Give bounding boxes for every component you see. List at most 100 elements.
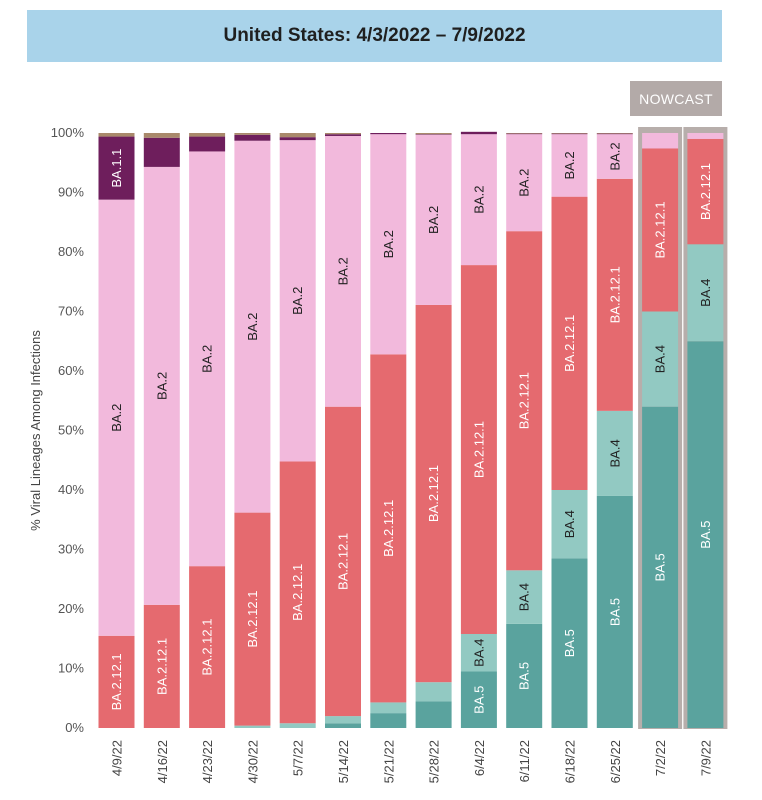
y-tick-label: 80% [58,244,84,259]
bar-segment-ba-2-12-1-5-14-22 [325,406,361,717]
bar-segment-ba-2-12-1-5-7-22 [279,461,316,724]
bar-segment-ba-1-1-4-16-22 [143,137,180,167]
bar-label-ba-5-6-4-22: BA.5 [471,686,486,714]
x-tick-label: 6/25/22 [608,740,623,783]
bar-segment-ba-2-12-1-4-16-22 [143,604,180,728]
bar-segment-ba-4-5-28-22 [415,682,452,702]
nowcast-badge: NOWCAST [630,81,722,116]
bar-label-ba-2-12-1-7-9-22: BA.2.12.1 [698,163,713,220]
y-tick-label: 30% [58,542,84,557]
x-tick-label: 7/9/22 [698,740,713,776]
bar-segment-ba-4-6-11-22 [506,570,543,624]
bar-label-ba-5-6-11-22: BA.5 [517,662,532,690]
bar-segment-ba-5-5-21-22 [370,713,407,728]
bar-segment-ba-2-12-1-4-23-22 [189,566,226,728]
bar-segment-other-6-11-22 [506,133,543,134]
bar-label-ba-2-6-11-22: BA.2 [517,169,532,197]
bar-label-ba-4-6-4-22: BA.4 [471,639,486,667]
bar-segment-ba-2-12-1-5-28-22 [415,304,452,683]
y-tick-label: 40% [58,482,84,497]
bar-label-ba-2-5-14-22: BA.2 [336,257,351,285]
bar-segment-ba-2-12-1-7-9-22 [687,138,724,245]
bar-label-ba-5-7-2-22: BA.5 [653,553,668,581]
bar-label-ba-4-7-2-22: BA.4 [653,345,668,373]
bar-segment-ba-1-1-5-21-22 [370,133,407,135]
y-tick-label: 60% [58,363,84,378]
bar-segment-ba-2-5-28-22 [415,134,452,305]
bar-segment-ba-2-4-16-22 [143,166,180,605]
bar-segment-ba-1-1-4-30-22 [234,134,271,141]
bar-segment-ba-1-1-6-4-22 [460,131,497,135]
bar-segment-ba-4-5-14-22 [325,716,361,724]
bar-segment-ba-4-5-7-22 [279,723,316,728]
bar-segment-ba-1-1-5-7-22 [279,137,316,141]
bar-label-ba-4-6-18-22: BA.4 [562,510,577,538]
bar-segment-ba-2-12-1-4-9-22 [98,635,135,728]
bar-segment-other-6-18-22 [551,133,588,134]
y-tick-label: 100% [51,125,85,140]
x-tick-label: 4/9/22 [110,740,125,776]
bar-segment-ba-2-5-14-22 [325,135,361,407]
bar-segment-ba-5-5-28-22 [415,701,452,728]
bar-segment-ba-5-6-25-22 [596,495,633,728]
bar-segment-ba-2-5-21-22 [370,134,407,355]
chart-title: United States: 4/3/2022 – 7/9/2022 [223,25,526,46]
bar-segment-ba-5-6-11-22 [506,623,543,728]
bar-segment-ba-1-1-6-11-22 [506,133,543,135]
bar-segment-ba-2-12-1-6-11-22 [506,231,543,571]
bar-label-ba-2-12-1-5-14-22: BA.2.12.1 [336,533,351,590]
bar-segment-other-5-28-22 [415,133,452,135]
bar-segment-ba-1-1-5-28-22 [415,134,452,135]
bar-label-ba-2-4-30-22: BA.2 [245,313,260,341]
bar-segment-ba-2-6-11-22 [506,134,543,232]
bar-segment-ba-2-7-9-22 [687,133,724,139]
bar-segment-ba-2-6-25-22 [596,134,633,179]
x-tick-label: 5/28/22 [427,740,442,783]
bar-label-ba-2-12-1-4-9-22: BA.2.12.1 [109,653,124,710]
bar-segment-ba-4-5-21-22 [370,702,407,714]
bar-label-ba-2-6-25-22: BA.2 [607,142,622,170]
bar-label-ba-2-4-9-22: BA.2 [109,404,124,432]
bar-segment-other-4-30-22 [234,133,271,135]
bar-segment-ba-2-6-4-22 [460,134,497,266]
x-tick-label: 6/18/22 [563,740,578,783]
x-tick-label: 7/2/22 [653,740,668,776]
bar-label-ba-2-12-1-7-2-22: BA.2.12.1 [653,201,668,258]
bar-label-ba-5-6-18-22: BA.5 [562,629,577,657]
bar-label-ba-2-6-18-22: BA.2 [562,151,577,179]
x-tick-label: 5/21/22 [381,740,396,783]
bar-segment-ba-2-4-30-22 [234,140,271,513]
bar-label-ba-2-12-1-5-7-22: BA.2.12.1 [290,564,305,621]
bar-segment-other-5-7-22 [279,133,316,138]
bar-segment-ba-2-12-1-4-30-22 [234,512,271,726]
x-tick-label: 6/11/22 [517,740,532,782]
bar-label-ba-2-12-1-4-16-22: BA.2.12.1 [154,638,169,695]
bar-label-ba-2-12-1-6-4-22: BA.2.12.1 [471,421,486,478]
bar-label-ba-1-1-4-9-22: BA.1.1 [109,149,124,188]
x-tick-label: 4/30/22 [245,740,260,783]
bar-segment-other-4-23-22 [189,133,226,137]
x-tick-label: 4/16/22 [155,740,170,783]
bar-segment-ba-1-1-4-23-22 [189,136,226,152]
bar-segment-ba-5-7-9-22 [687,341,724,728]
bar-segment-ba-2-12-1-7-2-22 [642,148,679,312]
bar-segment-ba-5-5-14-22 [325,723,361,728]
bar-segment-ba-4-4-30-22 [234,725,271,728]
bar-segment-ba-4-6-25-22 [596,410,633,496]
bar-label-ba-2-12-1-4-30-22: BA.2.12.1 [245,591,260,648]
x-tick-label: 5/14/22 [336,740,351,783]
bar-segment-ba-2-6-18-22 [551,134,588,197]
bar-label-ba-4-6-25-22: BA.4 [607,439,622,467]
y-axis-title: % Viral Lineages Among Infections [28,330,43,531]
bar-segment-ba-1-1-4-9-22 [98,136,135,200]
bar-segment-ba-2-4-9-22 [98,199,135,636]
bar-segment-ba-2-5-7-22 [279,140,316,462]
bar-segment-other-4-9-22 [98,133,135,137]
x-tick-label: 4/23/22 [200,740,215,783]
bar-segment-other-4-16-22 [143,133,180,138]
bar-label-ba-2-5-7-22: BA.2 [290,287,305,315]
bar-label-ba-2-12-1-6-11-22: BA.2.12.1 [517,372,532,429]
bar-label-ba-4-6-11-22: BA.4 [517,583,532,611]
bar-segment-ba-2-7-2-22 [642,133,679,149]
